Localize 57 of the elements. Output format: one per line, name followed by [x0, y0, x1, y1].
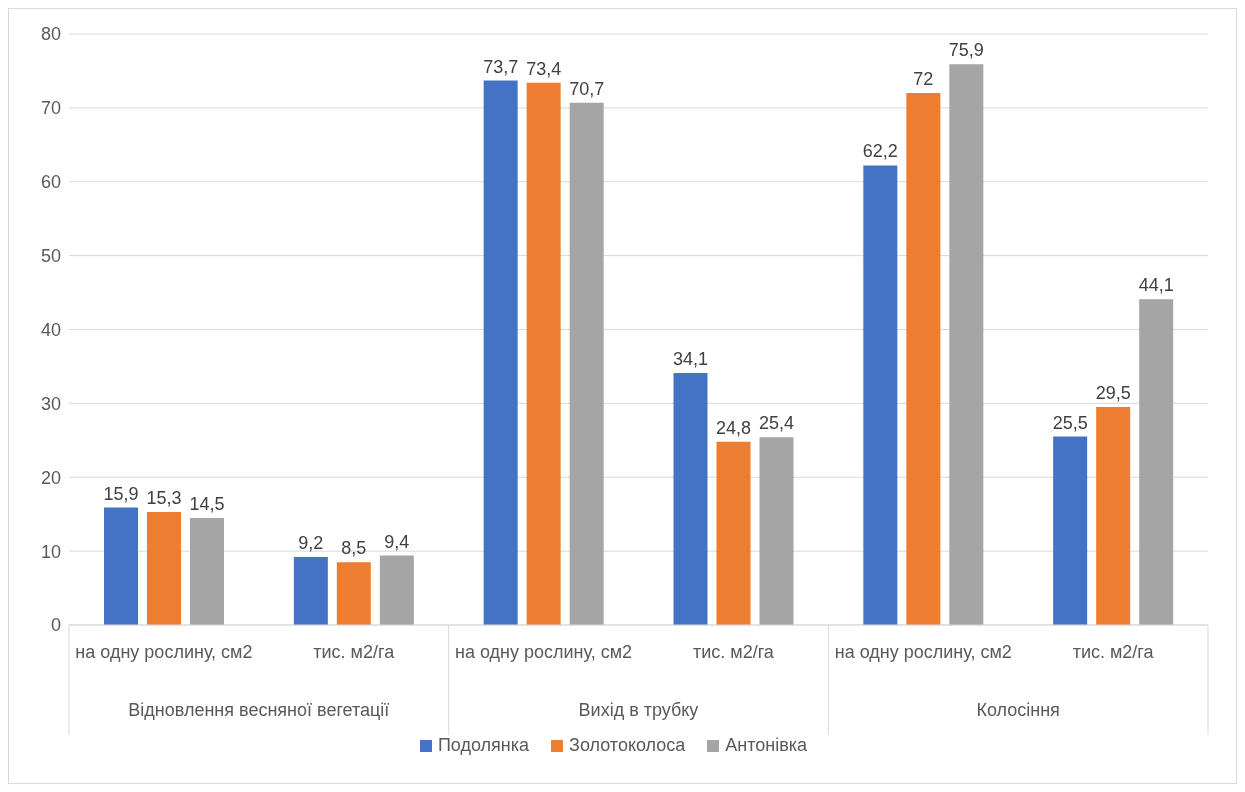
- data-label: 25,4: [758, 413, 795, 434]
- data-label: 24,8: [715, 417, 752, 438]
- y-tick-label: 70: [40, 98, 61, 119]
- bar: [569, 102, 604, 625]
- bar: [759, 437, 794, 625]
- legend-label: Подолянка: [436, 735, 530, 756]
- data-label: 34,1: [672, 349, 709, 370]
- bar: [104, 507, 138, 625]
- data-label: 62,2: [862, 141, 898, 162]
- bar: [1096, 407, 1131, 625]
- text: Відновлення весняної вегетації: [127, 700, 391, 721]
- y-tick-label: 0: [50, 615, 61, 636]
- x-tick-label: на одну рослину, см2: [75, 641, 253, 662]
- data-label: 73,7: [483, 56, 519, 77]
- text: Вихід в трубку: [577, 700, 700, 721]
- data-label: 15,3: [146, 487, 182, 508]
- bar: [1139, 299, 1174, 625]
- bar: [1053, 436, 1088, 625]
- x-tick-label: на одну рослину, см2: [455, 641, 633, 662]
- bar: [673, 373, 708, 625]
- data-label: 8,5: [341, 538, 367, 559]
- y-tick-label: 20: [40, 467, 61, 488]
- data-label: 25,5: [1052, 412, 1088, 433]
- data-label: 9,4: [384, 531, 410, 552]
- y-tick-label: 80: [40, 24, 61, 45]
- bar: [949, 64, 984, 625]
- bar: [379, 555, 414, 625]
- bar: [863, 165, 898, 625]
- y-tick-label: 30: [40, 393, 61, 414]
- y-tick-label: 40: [40, 319, 61, 340]
- y-tick-label: 60: [40, 172, 61, 193]
- bar: [190, 517, 224, 625]
- bar: [716, 441, 751, 625]
- bar: [483, 80, 518, 625]
- bar: [906, 93, 941, 625]
- data-label: 72: [913, 69, 934, 90]
- x-tick-label: тис. м2/га: [1072, 641, 1155, 662]
- bar: [526, 82, 561, 625]
- text: Колосіння: [975, 700, 1061, 721]
- data-label: 70,7: [569, 78, 605, 99]
- y-tick-label: 10: [40, 541, 61, 562]
- data-label: 14,5: [189, 493, 225, 514]
- x-tick-label: на одну рослину, см2: [834, 641, 1012, 662]
- x-tick-label: тис. м2/га: [313, 641, 396, 662]
- bar: [293, 557, 328, 625]
- data-label: 15,9: [103, 483, 139, 504]
- bar: [336, 562, 371, 625]
- data-label: 73,4: [526, 58, 562, 79]
- data-label: 75,9: [948, 40, 984, 61]
- x-tick-label: тис. м2/га: [692, 641, 775, 662]
- data-label: 9,2: [298, 533, 324, 554]
- bar: [147, 511, 181, 625]
- legend-label: Золотоколоса: [568, 735, 686, 756]
- legend-label: Антонівка: [724, 735, 808, 756]
- y-tick-label: 50: [40, 246, 61, 267]
- data-label: 44,1: [1138, 275, 1174, 296]
- data-label: 29,5: [1095, 383, 1131, 404]
